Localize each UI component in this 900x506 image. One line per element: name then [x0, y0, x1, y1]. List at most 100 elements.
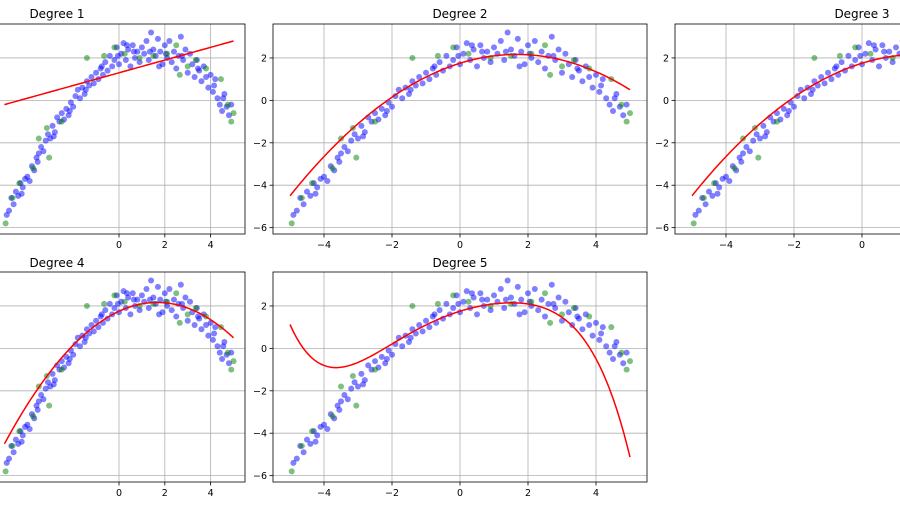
y-tick-label: −2	[253, 386, 267, 397]
train-point	[559, 69, 565, 76]
fit-curve	[691, 54, 900, 197]
train-point	[372, 358, 378, 365]
train-point	[838, 59, 845, 66]
y-tick-label: 2	[663, 53, 669, 64]
train-point	[290, 211, 297, 218]
x-tick-label: 4	[593, 488, 599, 499]
train-point	[586, 322, 593, 329]
train-point	[93, 317, 100, 324]
train-point	[351, 379, 358, 386]
test-point	[329, 413, 336, 420]
test-point	[372, 366, 378, 373]
test-point	[547, 319, 554, 326]
test-point	[30, 413, 37, 420]
axes-frame	[0, 23, 246, 235]
x-tick-label: 2	[162, 488, 168, 499]
test-point	[224, 101, 231, 108]
test-point	[608, 324, 615, 331]
train-point	[156, 311, 163, 318]
train-point	[157, 48, 164, 55]
test-point	[2, 220, 9, 227]
train-point	[589, 84, 596, 91]
train-point	[426, 324, 433, 331]
test-point	[176, 71, 183, 78]
train-point	[508, 294, 514, 301]
train-point	[762, 133, 769, 140]
train-point	[34, 406, 41, 413]
train-point	[98, 63, 105, 70]
train-point	[383, 355, 390, 362]
train-point	[216, 101, 223, 108]
test-point	[528, 298, 535, 305]
train-point	[589, 332, 596, 339]
train-point	[881, 48, 888, 55]
train-point	[6, 207, 13, 214]
test-point	[176, 319, 183, 326]
train-point	[569, 74, 576, 81]
train-point	[70, 351, 77, 358]
y-tick-label: 0	[663, 96, 669, 107]
axes-frame	[272, 271, 648, 483]
train-point	[706, 188, 712, 195]
train-point	[336, 406, 343, 413]
train-point	[893, 44, 899, 51]
train-point	[828, 76, 835, 83]
train-point	[389, 351, 395, 358]
train-point	[593, 319, 599, 326]
train-point	[219, 107, 226, 114]
train-point	[170, 296, 177, 303]
train-point	[148, 29, 155, 36]
train-point	[501, 57, 508, 64]
panel-title: Degree 2	[432, 7, 487, 21]
train-point	[487, 59, 494, 66]
train-point	[611, 343, 618, 350]
test-point	[121, 298, 128, 305]
train-point	[548, 281, 555, 288]
train-point	[419, 80, 426, 87]
train-point	[220, 95, 227, 102]
test-point	[228, 366, 235, 373]
train-point	[753, 131, 760, 138]
train-point	[50, 133, 57, 140]
train-point	[93, 69, 100, 76]
test-point	[58, 118, 65, 125]
fit-curve	[289, 53, 631, 197]
train-point	[293, 455, 300, 462]
train-point	[579, 326, 586, 333]
train-point	[746, 148, 753, 155]
train-point	[603, 343, 610, 350]
train-point	[525, 290, 531, 297]
train-point	[90, 80, 97, 87]
train-point	[141, 50, 148, 57]
x-tick-label: 0	[457, 240, 463, 251]
y-tick-label: −6	[655, 223, 669, 234]
test-point	[101, 52, 108, 59]
train-point	[416, 74, 423, 81]
train-point	[521, 61, 528, 68]
train-point	[443, 300, 450, 307]
train-point	[423, 317, 429, 324]
train-point	[355, 135, 361, 142]
test-point	[192, 57, 199, 64]
test-point	[46, 154, 53, 161]
train-point	[211, 82, 218, 89]
x-tick-label: −4	[317, 240, 331, 251]
train-point	[538, 296, 545, 303]
train-point	[10, 201, 17, 208]
test-point	[852, 44, 859, 51]
train-point	[574, 313, 581, 320]
train-point	[426, 76, 433, 83]
y-tick-label: −4	[253, 429, 267, 440]
train-point	[86, 82, 93, 89]
train-point	[40, 396, 47, 403]
train-point	[304, 436, 310, 443]
x-tick-label: 0	[116, 240, 122, 251]
train-point	[695, 207, 702, 214]
train-point	[98, 311, 105, 318]
test-point	[586, 313, 593, 320]
train-point	[82, 86, 89, 93]
test-point	[136, 54, 143, 61]
train-point	[170, 48, 177, 55]
test-point	[349, 372, 356, 379]
train-point	[338, 150, 344, 157]
